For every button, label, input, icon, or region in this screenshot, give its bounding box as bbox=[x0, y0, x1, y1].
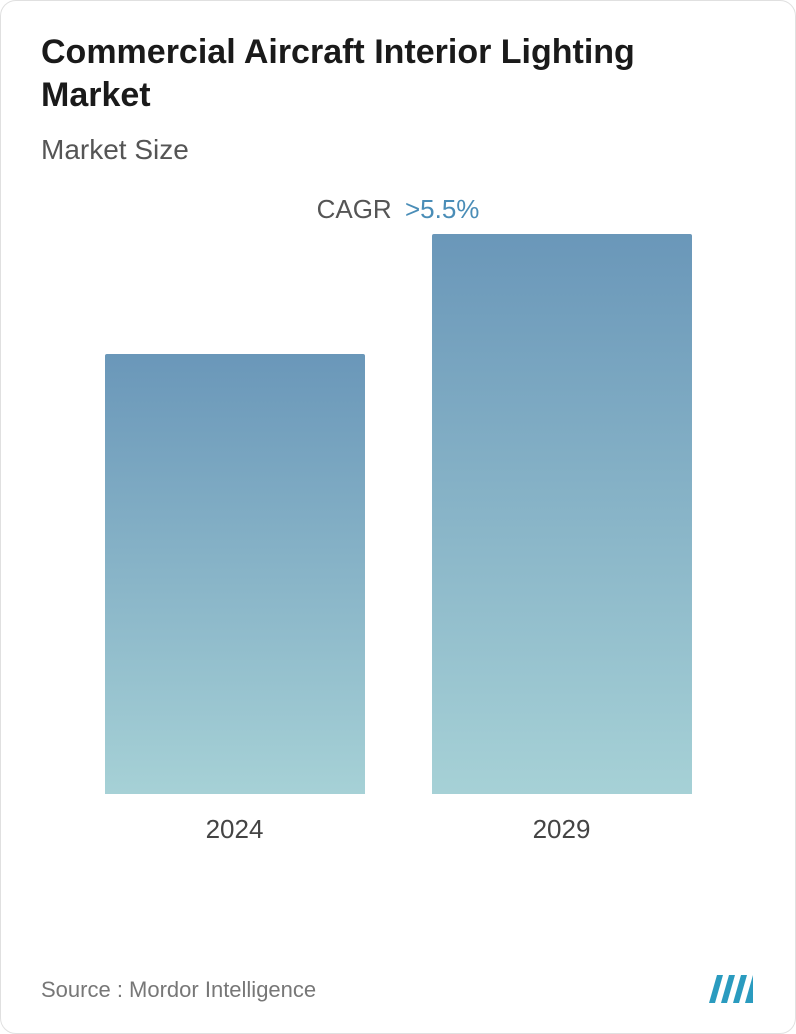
bar-label: 2029 bbox=[533, 814, 591, 845]
footer: Source : Mordor Intelligence bbox=[41, 973, 755, 1007]
bar-label: 2024 bbox=[206, 814, 264, 845]
bar bbox=[105, 354, 365, 794]
bar-wrap: 2029 bbox=[412, 234, 712, 845]
chart-title: Commercial Aircraft Interior Lighting Ma… bbox=[41, 31, 721, 116]
mordor-logo-icon bbox=[707, 973, 755, 1007]
chart-card: Commercial Aircraft Interior Lighting Ma… bbox=[0, 0, 796, 1034]
source-text: Source : Mordor Intelligence bbox=[41, 977, 316, 1003]
cagr-row: CAGR >5.5% bbox=[41, 194, 755, 225]
bar-wrap: 2024 bbox=[85, 354, 385, 845]
bar-chart: 2024 2029 bbox=[41, 285, 755, 925]
chart-subtitle: Market Size bbox=[41, 134, 755, 166]
bar-group: 2024 2029 bbox=[41, 285, 755, 845]
bar bbox=[432, 234, 692, 794]
cagr-label: CAGR bbox=[317, 194, 392, 224]
cagr-value: >5.5% bbox=[405, 194, 479, 224]
